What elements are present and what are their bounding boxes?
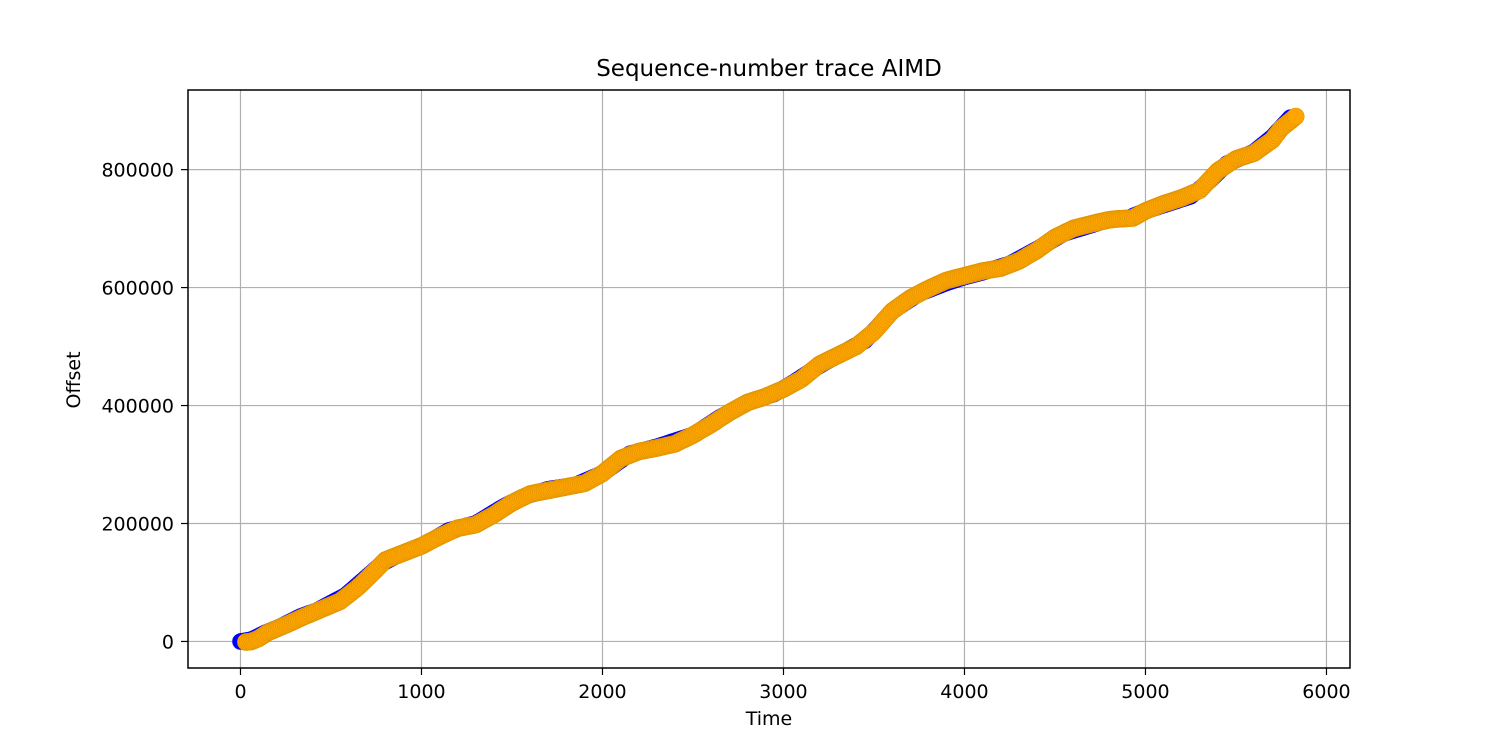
- series-0: [232, 109, 1299, 650]
- data-point: [1286, 107, 1305, 126]
- data-series: [232, 107, 1305, 651]
- y-tick-label: 800000: [101, 160, 174, 182]
- ticks: 0 1000 2000 3000 4000 5000 6000 0 200000 400000 60…: [101, 160, 1350, 703]
- y-tick-label: 600000: [101, 278, 174, 300]
- x-axis-label: Time: [745, 708, 793, 730]
- y-axis-label: Offset: [63, 351, 85, 408]
- x-tick-label: 4000: [940, 681, 988, 703]
- x-tick-label: 0: [234, 681, 246, 703]
- x-tick-label: 1000: [397, 681, 445, 703]
- x-tick-label: 2000: [578, 681, 626, 703]
- series-1: [237, 107, 1305, 651]
- y-tick-label: 200000: [101, 514, 174, 536]
- y-tick-label: 0: [162, 631, 174, 653]
- x-tick-label: 6000: [1302, 681, 1350, 703]
- x-tick-label: 5000: [1121, 681, 1169, 703]
- grid: [188, 90, 1350, 668]
- y-tick-label: 400000: [101, 396, 174, 418]
- plot-frame: [187, 89, 1351, 669]
- x-tick-label: 3000: [759, 681, 807, 703]
- chart-title: Sequence-number trace AIMD: [596, 56, 942, 82]
